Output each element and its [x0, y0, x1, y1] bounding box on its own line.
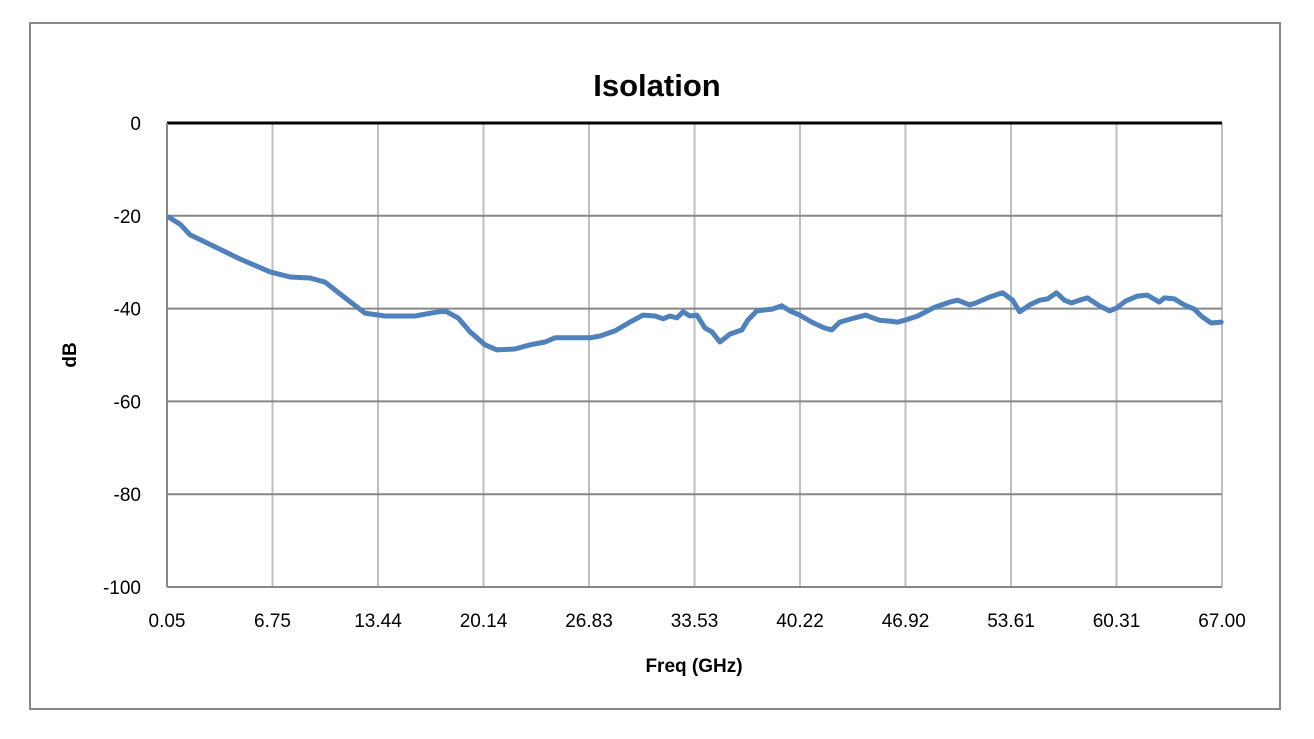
x-tick-label: 53.61	[987, 611, 1035, 632]
x-tick-label: 60.31	[1093, 611, 1141, 632]
y-tick-label: -40	[114, 300, 141, 321]
chart-area	[29, 22, 1281, 710]
x-tick-label: 46.92	[882, 611, 930, 632]
isolation-line	[166, 214, 1224, 353]
y-tick-label: 0	[130, 114, 141, 135]
y-axis-tick-labels: 0 -20 -40 -60 -80 -100	[103, 114, 141, 599]
x-tick-label: 13.44	[354, 611, 402, 632]
x-tick-label: 67.00	[1198, 611, 1246, 632]
axes	[166, 121, 1222, 588]
x-tick-label: 0.05	[149, 611, 186, 632]
x-tick-label: 26.83	[565, 611, 613, 632]
x-axis-title: Freq (GHz)	[645, 656, 742, 677]
x-tick-label: 20.14	[460, 611, 508, 632]
x-tick-label: 6.75	[254, 611, 291, 632]
gridlines	[167, 123, 1223, 587]
x-tick-label: 33.53	[671, 611, 719, 632]
chart-title: Isolation	[593, 68, 721, 103]
data-series	[166, 214, 1224, 353]
x-axis-tick-labels: 0.05 6.75 13.44 20.14 26.83 33.53 40.22 46.92 53…	[149, 611, 1246, 632]
y-tick-label: -100	[103, 578, 141, 599]
y-tick-label: -20	[114, 207, 141, 228]
y-tick-label: -60	[114, 392, 141, 413]
y-tick-label: -80	[114, 485, 141, 506]
y-axis-title: dB	[60, 342, 81, 367]
x-tick-label: 40.22	[776, 611, 824, 632]
